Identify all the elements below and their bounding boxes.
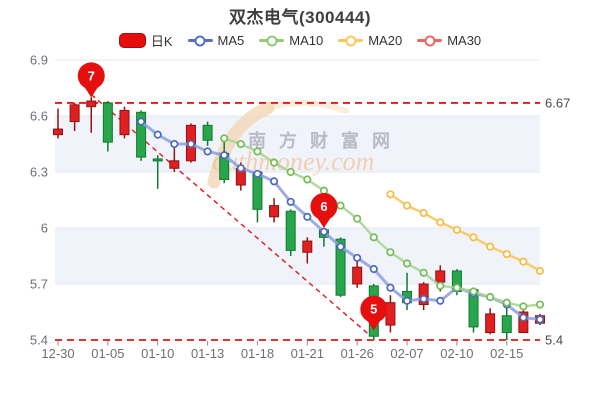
pin-marker-6: 6 xyxy=(310,193,338,228)
svg-text:7: 7 xyxy=(88,68,95,83)
svg-text:6.3: 6.3 xyxy=(30,165,48,180)
legend-label: MA30 xyxy=(447,33,482,48)
ma10-line xyxy=(220,134,545,311)
legend-item-ma30[interactable]: MA30 xyxy=(417,33,481,48)
legend-item-ma20[interactable]: MA20 xyxy=(338,33,402,48)
ma20-legend-swatch xyxy=(338,35,364,46)
legend-label: 日K xyxy=(150,34,173,49)
ref-line-label: 6.67 xyxy=(545,95,570,110)
legend-item-日k[interactable]: 日K xyxy=(118,31,173,50)
svg-text:01-18: 01-18 xyxy=(241,346,274,361)
legend-label: MA20 xyxy=(368,33,403,48)
svg-text:南方财富网: 南方财富网 xyxy=(248,130,403,151)
ma5-legend-swatch xyxy=(187,35,213,46)
watermark: 南方财富网 outhmoney.com xyxy=(207,99,403,189)
ma20-line xyxy=(386,190,545,275)
svg-text:01-26: 01-26 xyxy=(341,346,374,361)
ref-line-label: 5.4 xyxy=(545,333,563,348)
svg-text:6.9: 6.9 xyxy=(30,53,48,68)
svg-text:6.6: 6.6 xyxy=(30,109,48,124)
svg-text:12-30: 12-30 xyxy=(41,346,74,361)
pin-marker-5: 5 xyxy=(360,295,388,331)
legend-item-ma5[interactable]: MA5 xyxy=(187,33,245,48)
legend-item-ma10[interactable]: MA10 xyxy=(259,33,323,48)
svg-text:02-07: 02-07 xyxy=(390,346,423,361)
legend-label: MA10 xyxy=(289,33,324,48)
svg-text:01-10: 01-10 xyxy=(141,346,174,361)
pin-marker-7: 7 xyxy=(77,62,105,98)
legend: 日K MA5 MA10 MA20 MA30 xyxy=(0,31,600,50)
svg-text:01-05: 01-05 xyxy=(91,346,124,361)
svg-text:02-10: 02-10 xyxy=(440,346,473,361)
svg-text:01-13: 01-13 xyxy=(191,346,224,361)
svg-text:6: 6 xyxy=(320,199,327,214)
trend-line xyxy=(90,94,370,335)
svg-text:5.4: 5.4 xyxy=(30,333,48,348)
page-title: 双杰电气(300444) xyxy=(228,8,372,27)
legend-label: MA5 xyxy=(217,33,245,48)
svg-text:5.7: 5.7 xyxy=(30,277,48,292)
ma10-legend-swatch xyxy=(259,35,285,46)
ma30-legend-swatch xyxy=(417,35,443,46)
svg-text:5: 5 xyxy=(370,302,377,317)
svg-text:02-15: 02-15 xyxy=(490,346,523,361)
candle-legend-swatch xyxy=(118,33,146,48)
svg-text:01-21: 01-21 xyxy=(291,346,324,361)
svg-text:6: 6 xyxy=(41,221,48,236)
